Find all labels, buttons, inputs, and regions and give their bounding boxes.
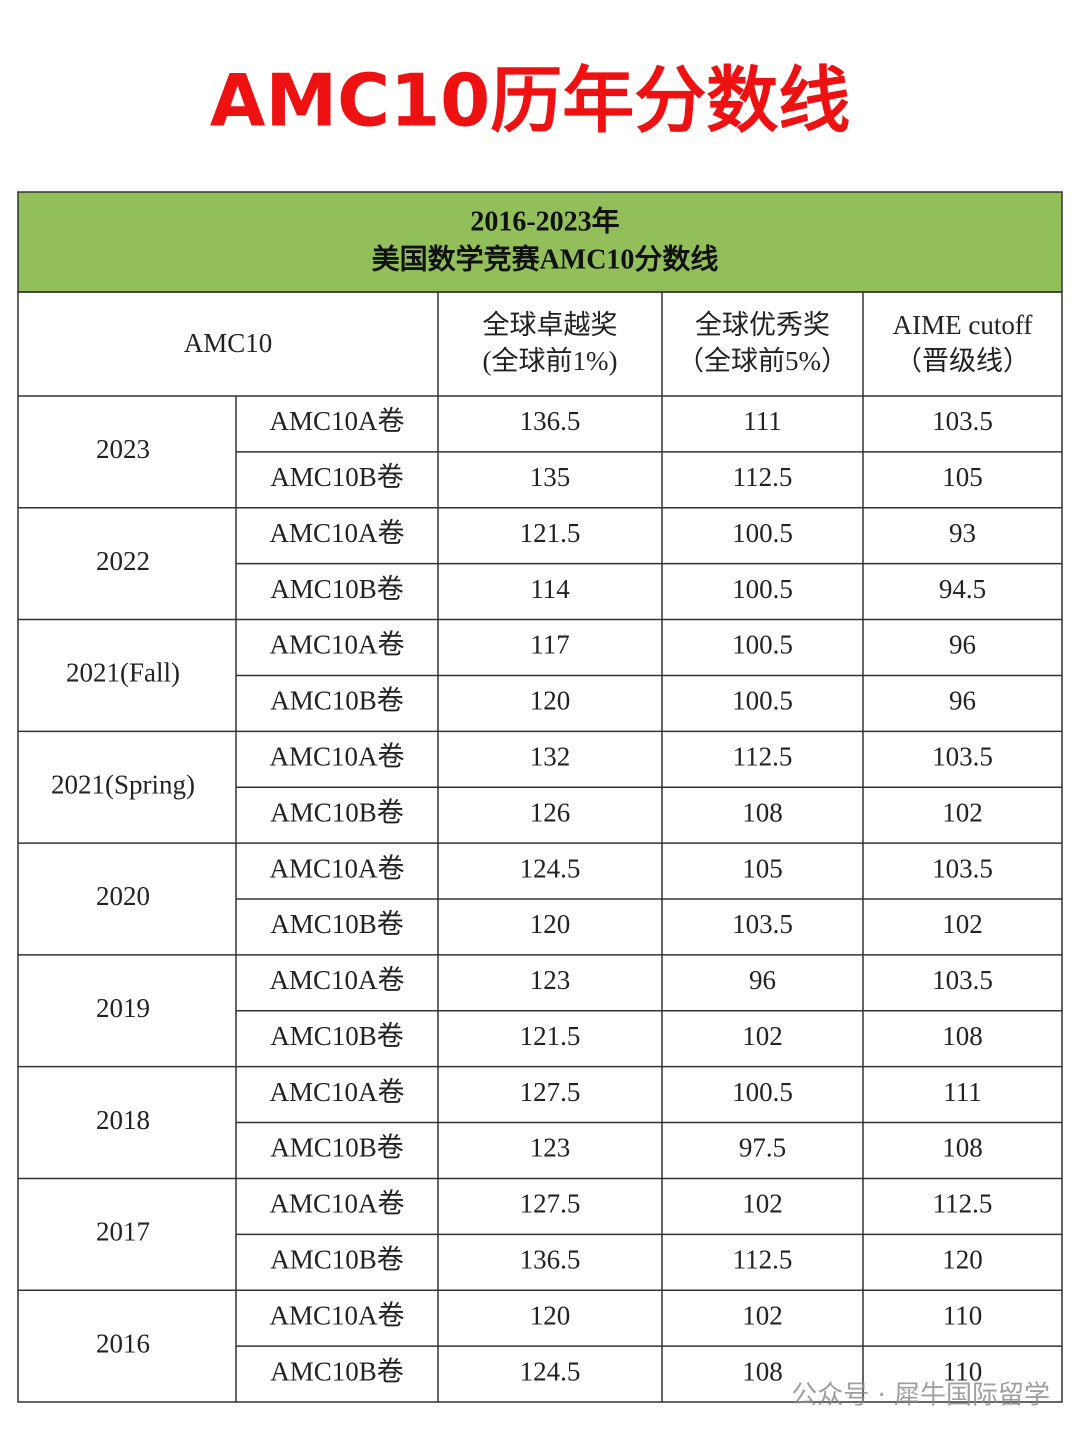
- score-cell: 120: [530, 909, 571, 939]
- title: AMC10历年分数线: [210, 59, 850, 143]
- header-cell: AIME cutoff: [893, 310, 1033, 340]
- score-cell: 111: [743, 406, 782, 436]
- score-cell: 120: [530, 686, 571, 716]
- paper-cell: AMC10A卷: [269, 853, 404, 883]
- score-cell: 117: [530, 630, 570, 660]
- score-cell: 110: [943, 1300, 983, 1330]
- score-cell: 135: [530, 462, 571, 492]
- year-cell: 2023: [96, 434, 150, 464]
- paper-cell: AMC10B卷: [270, 1244, 404, 1274]
- paper-cell: AMC10A卷: [269, 965, 404, 995]
- header-cell: （全球前5%）: [677, 346, 848, 376]
- caption: 美国数学竞赛AMC10分数线: [372, 242, 719, 275]
- year-cell: 2019: [96, 993, 150, 1023]
- score-cell: 108: [942, 1021, 983, 1051]
- paper-cell: AMC10B卷: [270, 462, 404, 492]
- paper-cell: AMC10B卷: [270, 686, 404, 716]
- year-cell: 2021(Spring): [51, 769, 195, 799]
- score-cell: 105: [742, 853, 783, 883]
- score-cell: 108: [942, 1133, 983, 1163]
- score-cell: 100.5: [732, 574, 793, 604]
- paper-cell: AMC10B卷: [270, 1133, 404, 1163]
- year-cell: 2021(Fall): [66, 658, 180, 688]
- year-cell: 2017: [96, 1217, 150, 1247]
- score-cell: 103.5: [932, 853, 993, 883]
- header-cell: (全球前1%): [483, 346, 618, 376]
- paper-cell: AMC10A卷: [269, 518, 404, 548]
- score-cell: 102: [742, 1021, 783, 1051]
- score-cell: 105: [942, 462, 983, 492]
- paper-cell: AMC10A卷: [269, 1077, 404, 1107]
- paper-cell: AMC10A卷: [269, 630, 404, 660]
- paper-cell: AMC10B卷: [270, 909, 404, 939]
- score-cell: 110: [943, 1356, 983, 1386]
- paper-cell: AMC10A卷: [269, 1300, 404, 1330]
- score-cell: 126: [530, 797, 571, 827]
- score-cell: 100.5: [732, 630, 793, 660]
- year-cell: 2016: [96, 1328, 150, 1358]
- score-cell: 127.5: [520, 1077, 581, 1107]
- score-cell: 103.5: [932, 741, 993, 771]
- watermark: 公众号 · 犀牛国际留学: [791, 1381, 1050, 1411]
- score-cell: 136.5: [520, 406, 581, 436]
- paper-cell: AMC10B卷: [270, 574, 404, 604]
- score-cell: 108: [742, 1356, 783, 1386]
- score-cell: 103.5: [932, 406, 993, 436]
- year-cell: 2018: [96, 1105, 150, 1135]
- score-cell: 108: [742, 797, 783, 827]
- score-cell: 112.5: [933, 1189, 993, 1219]
- score-cell: 127.5: [520, 1189, 581, 1219]
- score-cell: 124.5: [520, 853, 581, 883]
- score-cell: 94.5: [939, 574, 986, 604]
- paper-cell: AMC10A卷: [269, 1189, 404, 1219]
- score-cell: 112.5: [733, 741, 793, 771]
- score-cell: 112.5: [733, 1244, 793, 1274]
- score-cell: 102: [742, 1189, 783, 1219]
- score-cell: 103.5: [732, 909, 793, 939]
- score-cell: 102: [742, 1300, 783, 1330]
- paper-cell: AMC10B卷: [270, 1356, 404, 1386]
- score-cell: 103.5: [932, 965, 993, 995]
- score-cell: 112.5: [733, 462, 793, 492]
- paper-cell: AMC10B卷: [270, 1021, 404, 1051]
- score-cell: 102: [942, 797, 983, 827]
- paper-cell: AMC10B卷: [270, 797, 404, 827]
- score-cell: 132: [530, 741, 571, 771]
- score-cell: 96: [949, 686, 976, 716]
- paper-cell: AMC10A卷: [269, 406, 404, 436]
- score-cell: 100.5: [732, 686, 793, 716]
- caption: 2016-2023年: [470, 204, 619, 237]
- score-cell: 93: [949, 518, 976, 548]
- score-cell: 121.5: [520, 1021, 581, 1051]
- caption-band: [17, 191, 1063, 293]
- score-cell: 111: [943, 1077, 982, 1107]
- score-cell: 96: [949, 630, 976, 660]
- year-cell: 2022: [96, 546, 150, 576]
- score-cell: 100.5: [732, 518, 793, 548]
- header-cell: （晋级线）: [895, 346, 1030, 376]
- score-cell: 121.5: [520, 518, 581, 548]
- score-cell: 114: [530, 574, 570, 604]
- score-cell: 136.5: [520, 1244, 581, 1274]
- score-cell: 97.5: [739, 1133, 786, 1163]
- paper-cell: AMC10A卷: [269, 741, 404, 771]
- score-cell: 100.5: [732, 1077, 793, 1107]
- header-cell: 全球卓越奖: [483, 310, 618, 340]
- score-cell: 120: [942, 1244, 983, 1274]
- score-cell: 124.5: [520, 1356, 581, 1386]
- score-cell: 96: [749, 965, 776, 995]
- header-cell: 全球优秀奖: [695, 310, 830, 340]
- table-frame: [17, 291, 1063, 1403]
- score-cell: 102: [942, 909, 983, 939]
- score-cell: 120: [530, 1300, 571, 1330]
- score-cell: 123: [530, 1133, 571, 1163]
- score-cell: 123: [530, 965, 571, 995]
- header-label: AMC10: [184, 328, 273, 358]
- year-cell: 2020: [96, 881, 150, 911]
